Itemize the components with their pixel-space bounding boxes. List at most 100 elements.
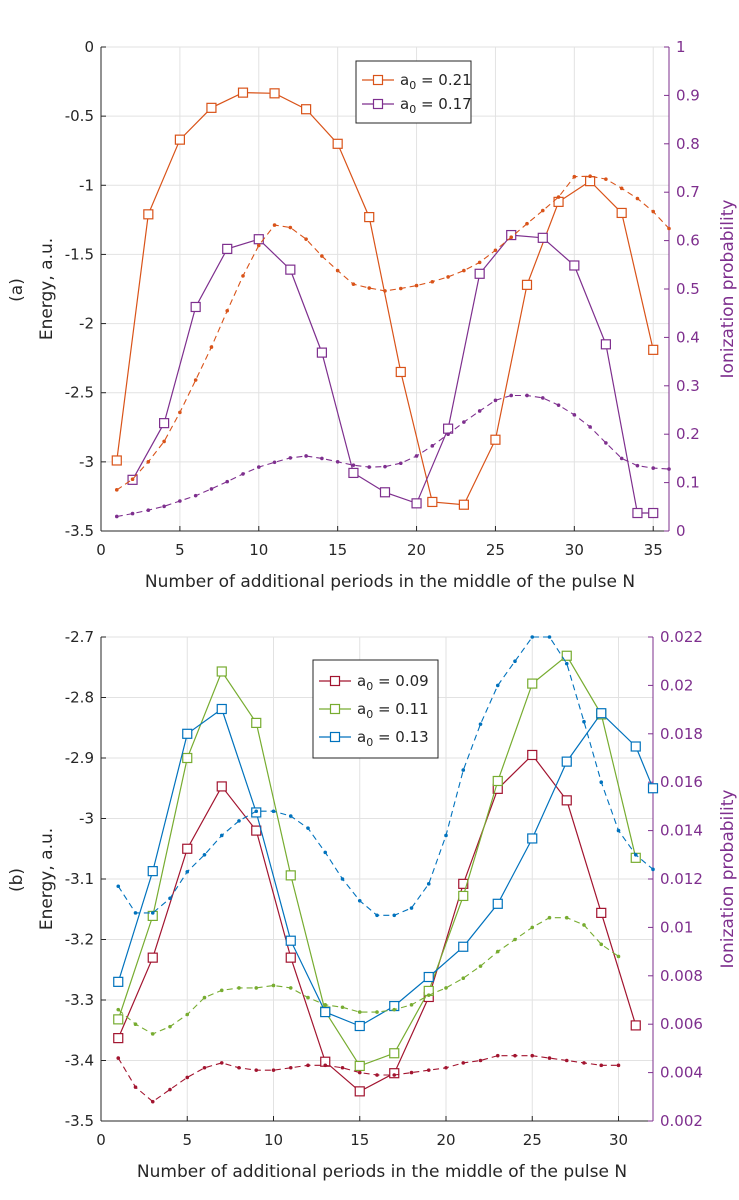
- y-tick-label: -0.5: [65, 107, 94, 125]
- y-tick-label: -2.8: [65, 689, 94, 707]
- data-point: [147, 866, 158, 877]
- legend-marker: [329, 731, 341, 743]
- data-point: [225, 308, 230, 313]
- y-right-axis-label: Ionization probability: [718, 200, 738, 379]
- y-right-tick-label: 0.014: [660, 822, 703, 840]
- data-point: [633, 853, 638, 857]
- data-point: [490, 434, 501, 445]
- y-tick-label: -3: [79, 453, 94, 471]
- data-point: [426, 993, 431, 997]
- chart-panel-a: 0 5 10 15 20 25 30 350-0.5-1-1.5-2-2.5-3-3.5 00.…: [7, 38, 738, 592]
- data-point: [348, 467, 359, 479]
- x-tick-label: 20: [436, 1131, 455, 1149]
- x-tick-label: 10: [249, 541, 268, 559]
- data-point: [478, 964, 483, 968]
- data-point: [527, 749, 538, 761]
- data-point: [320, 254, 324, 258]
- data-point: [398, 286, 403, 291]
- data-point: [599, 942, 604, 947]
- y-tick-label: -3.5: [65, 1112, 94, 1130]
- data-point: [193, 493, 198, 498]
- data-point: [364, 211, 375, 223]
- data-point: [219, 988, 224, 993]
- data-point: [540, 208, 545, 213]
- data-point: [461, 976, 466, 981]
- data-point: [477, 409, 482, 413]
- legend-box: [355, 60, 472, 124]
- y-right-tick-label: 0.3: [676, 377, 700, 395]
- data-point: [389, 1068, 400, 1079]
- data-point: [357, 1010, 362, 1014]
- chart-panel-b: 0 5 10 15 20 25 30 -2.7 -2.8 -2.9 -3 -3.1 -3.2 -3.3 -3…: [7, 628, 738, 1182]
- data-point: [458, 890, 469, 902]
- data-point: [216, 781, 227, 792]
- series-0: [111, 87, 659, 510]
- series-line: [117, 654, 637, 1067]
- series-0: [113, 749, 641, 1097]
- y-right-tick-label: 0.6: [676, 232, 700, 250]
- data-point: [168, 896, 172, 901]
- data-point: [285, 952, 296, 963]
- y-axis-label: Energy, a.u.: [37, 828, 57, 930]
- data-point: [178, 410, 182, 415]
- data-point: [168, 1024, 172, 1029]
- legend-marker: [372, 74, 384, 86]
- data-point: [271, 809, 276, 814]
- data-point: [530, 925, 535, 930]
- data-point: [288, 814, 293, 818]
- data-point: [458, 499, 469, 510]
- data-point: [209, 345, 214, 349]
- data-point: [241, 274, 245, 278]
- y-right-tick-label: 0.5: [676, 280, 700, 298]
- data-point: [225, 479, 230, 484]
- series-5: [116, 635, 655, 918]
- y-tick-label: -2.9: [65, 749, 94, 767]
- data-point: [367, 465, 372, 469]
- data-point: [253, 234, 264, 245]
- y-right-tick-label: 0.9: [676, 86, 700, 104]
- data-point: [630, 1020, 641, 1031]
- data-point: [582, 923, 586, 927]
- data-point: [604, 441, 608, 445]
- x-tick-label: 15: [328, 541, 347, 559]
- data-point: [133, 911, 138, 915]
- y-tick-label: -1.5: [65, 245, 94, 263]
- data-point: [506, 229, 517, 241]
- data-point: [651, 209, 656, 214]
- data-point: [190, 301, 201, 313]
- data-point: [474, 268, 485, 279]
- data-point: [182, 843, 193, 854]
- y-right-tick-label: 0.012: [660, 870, 703, 888]
- data-point: [193, 378, 198, 382]
- y-tick-label: -3.1: [65, 870, 94, 888]
- x-tick-label: 25: [486, 541, 505, 559]
- series-3: [116, 1053, 621, 1104]
- panel-label: (a): [7, 278, 27, 302]
- data-point: [379, 487, 391, 498]
- series-line: [116, 394, 670, 518]
- series-3: [114, 393, 671, 519]
- data-point: [323, 1063, 328, 1068]
- data-point: [320, 456, 324, 461]
- data-point: [113, 1033, 124, 1044]
- data-point: [133, 1022, 138, 1026]
- data-point: [306, 826, 310, 830]
- data-point: [461, 1061, 466, 1065]
- data-point: [547, 1056, 552, 1060]
- x-tick-label: 30: [609, 1131, 628, 1149]
- data-point: [159, 418, 170, 429]
- data-point: [527, 678, 538, 689]
- data-point: [375, 1073, 379, 1077]
- x-tick-label: 15: [350, 1131, 369, 1149]
- data-point: [320, 1006, 331, 1018]
- data-point: [237, 986, 241, 990]
- data-point: [648, 344, 659, 355]
- data-point: [530, 635, 535, 639]
- data-point: [182, 752, 193, 764]
- data-point: [323, 850, 328, 855]
- data-point: [426, 1068, 431, 1072]
- data-point: [588, 174, 592, 179]
- y-right-tick-label: 0.01: [660, 918, 693, 936]
- data-point: [462, 268, 466, 273]
